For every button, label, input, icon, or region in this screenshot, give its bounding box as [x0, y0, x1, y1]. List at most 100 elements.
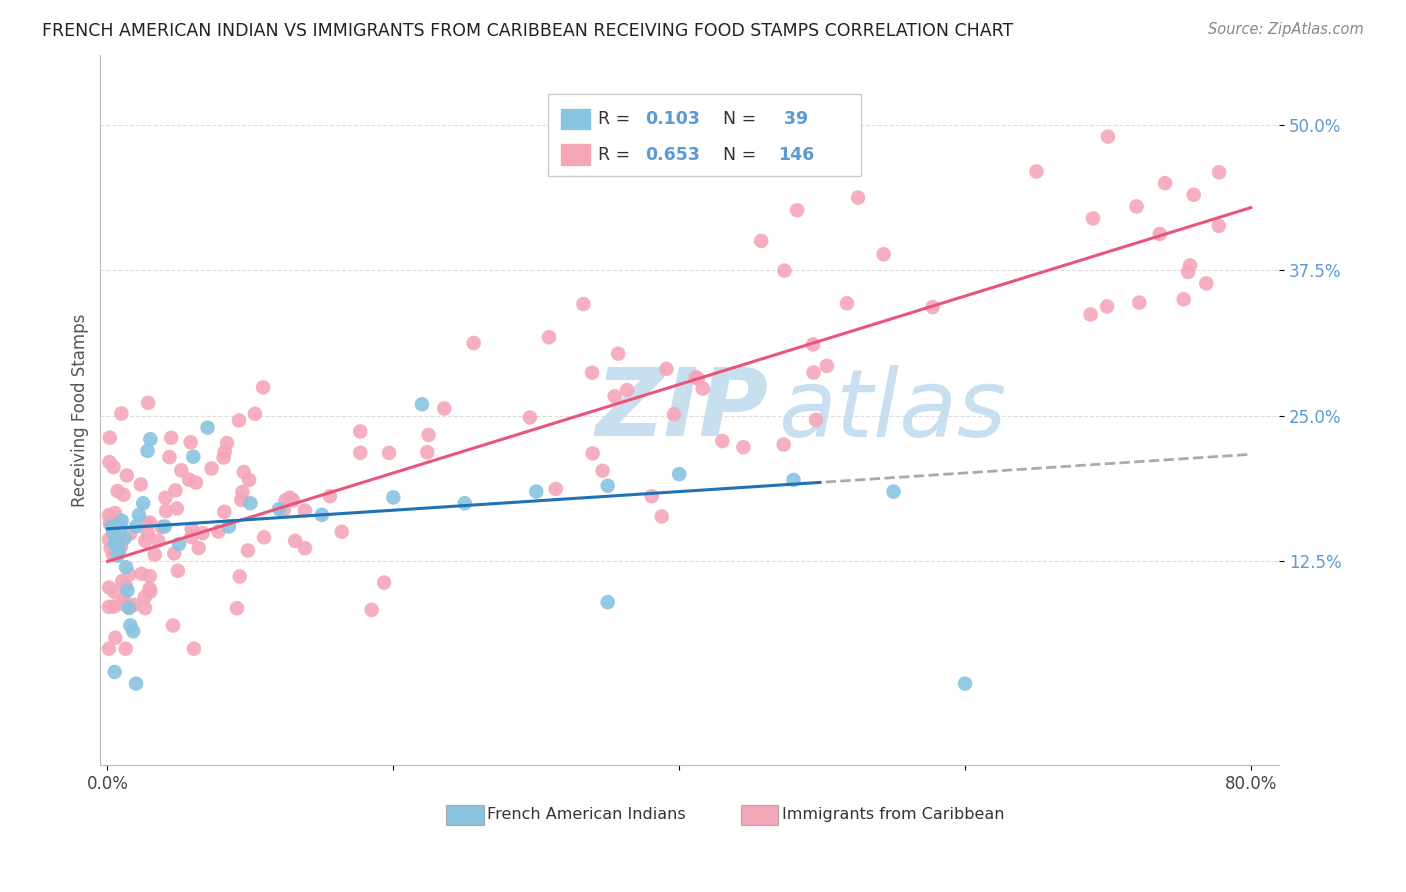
- Point: [166, 501, 188, 516]
- Point: [104, 506, 127, 520]
- Point: [114, 641, 136, 656]
- Point: [596, 595, 619, 609]
- Point: [360, 603, 382, 617]
- Point: [273, 503, 295, 517]
- Point: [117, 583, 139, 598]
- Point: [281, 493, 304, 508]
- Text: atlas: atlas: [779, 365, 1007, 456]
- Y-axis label: Receiving Food Stamps: Receiving Food Stamps: [72, 313, 89, 507]
- Point: [101, 519, 124, 533]
- Point: [872, 247, 894, 261]
- Point: [170, 463, 193, 477]
- Point: [253, 530, 276, 544]
- Point: [1080, 308, 1102, 322]
- Point: [294, 503, 316, 517]
- Point: [110, 540, 132, 554]
- Text: R =: R =: [598, 145, 636, 163]
- Point: [183, 641, 205, 656]
- Point: [200, 461, 222, 475]
- Point: [655, 362, 678, 376]
- Point: [319, 489, 342, 503]
- Point: [98, 431, 121, 445]
- Point: [378, 446, 401, 460]
- Point: [294, 541, 316, 556]
- Point: [883, 484, 905, 499]
- Point: [118, 599, 141, 614]
- Text: Source: ZipAtlas.com: Source: ZipAtlas.com: [1208, 22, 1364, 37]
- Point: [179, 473, 201, 487]
- Point: [1173, 292, 1195, 306]
- Text: N =: N =: [723, 145, 762, 163]
- Point: [165, 483, 187, 498]
- Point: [111, 514, 134, 528]
- Point: [1149, 227, 1171, 241]
- Point: [107, 484, 129, 499]
- Point: [146, 533, 169, 548]
- Point: [433, 401, 456, 416]
- Point: [103, 599, 125, 614]
- Text: Immigrants from Caribbean: Immigrants from Caribbean: [782, 807, 1004, 822]
- Point: [167, 537, 190, 551]
- Point: [134, 601, 156, 615]
- Point: [921, 300, 943, 314]
- Point: [231, 492, 253, 507]
- Point: [607, 346, 630, 360]
- Point: [524, 484, 547, 499]
- Point: [103, 525, 125, 540]
- Text: N =: N =: [723, 110, 762, 128]
- Point: [1125, 199, 1147, 213]
- Point: [97, 508, 120, 523]
- Point: [835, 296, 858, 310]
- Point: [111, 597, 134, 611]
- Point: [191, 526, 214, 541]
- Point: [118, 601, 141, 615]
- Point: [278, 491, 301, 505]
- Point: [592, 464, 614, 478]
- Point: [120, 618, 142, 632]
- Point: [815, 359, 838, 373]
- Point: [846, 191, 869, 205]
- Point: [110, 407, 132, 421]
- Point: [239, 496, 262, 510]
- Point: [215, 436, 238, 450]
- Point: [454, 496, 477, 510]
- Point: [97, 533, 120, 547]
- Point: [572, 297, 595, 311]
- Point: [124, 598, 146, 612]
- Point: [115, 468, 138, 483]
- Point: [207, 524, 229, 539]
- Point: [118, 526, 141, 541]
- Point: [128, 508, 150, 522]
- Point: [772, 437, 794, 451]
- Text: French American Indians: French American Indians: [486, 807, 686, 822]
- Point: [107, 546, 129, 560]
- Point: [373, 575, 395, 590]
- Point: [98, 455, 121, 469]
- Point: [418, 428, 440, 442]
- Point: [197, 420, 219, 434]
- Text: 146: 146: [779, 145, 814, 163]
- Point: [184, 475, 207, 490]
- Point: [131, 566, 153, 581]
- Point: [97, 641, 120, 656]
- Point: [1178, 259, 1201, 273]
- Point: [153, 519, 176, 533]
- Point: [1208, 219, 1230, 233]
- Point: [105, 531, 128, 545]
- FancyBboxPatch shape: [560, 108, 591, 130]
- Point: [98, 516, 121, 531]
- Point: [651, 509, 673, 524]
- Point: [773, 263, 796, 277]
- Text: ZIP: ZIP: [596, 364, 769, 456]
- Point: [125, 676, 148, 690]
- Point: [103, 460, 125, 475]
- Point: [582, 446, 605, 460]
- Point: [112, 593, 135, 607]
- FancyBboxPatch shape: [560, 144, 591, 166]
- Point: [1095, 300, 1118, 314]
- Point: [122, 624, 145, 639]
- Point: [228, 569, 250, 583]
- Point: [139, 584, 162, 599]
- Point: [125, 519, 148, 533]
- Point: [686, 371, 709, 385]
